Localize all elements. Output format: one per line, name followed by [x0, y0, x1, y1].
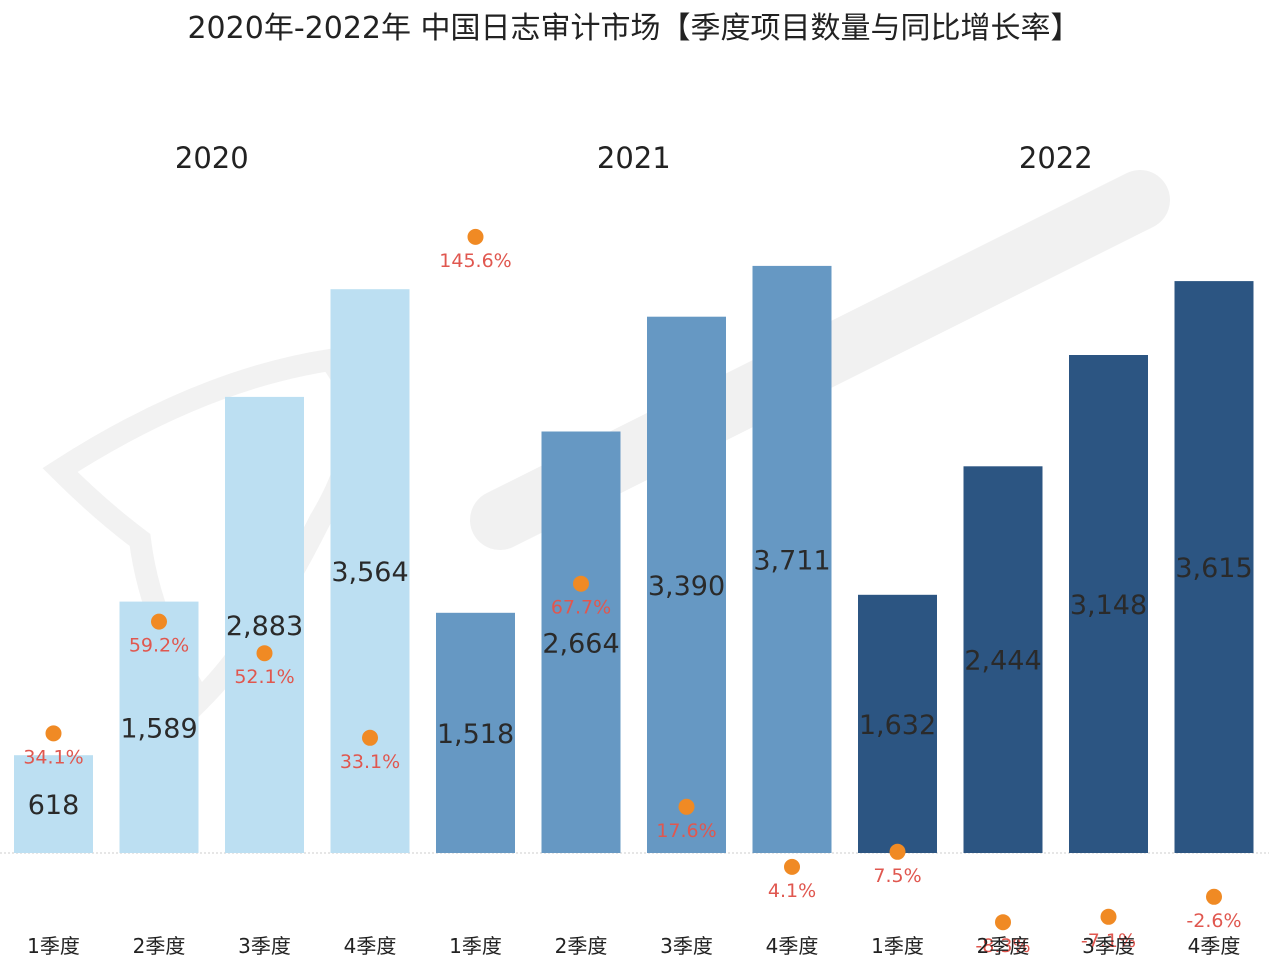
growth-label-1: 34.1%	[23, 746, 83, 768]
growth-point-3	[256, 645, 273, 662]
growth-point-10	[995, 914, 1011, 931]
bar-value-label-9: 1,632	[859, 710, 936, 741]
bar-9	[858, 594, 937, 853]
x-tick-label-5: 1季度	[449, 934, 502, 958]
x-tick-label-12: 4季度	[1188, 934, 1241, 958]
growth-label-4: 33.1%	[340, 751, 400, 773]
bar-value-label-11: 3,148	[1070, 590, 1147, 621]
growth-point-7	[678, 798, 695, 815]
year-group-label-2022: 2022	[1019, 141, 1093, 175]
growth-point-12	[1206, 888, 1222, 905]
growth-label-5: 145.6%	[439, 250, 511, 272]
growth-label-7: 17.6%	[656, 820, 716, 842]
x-tick-label-6: 2季度	[555, 934, 608, 958]
bar-8	[752, 265, 832, 853]
x-tick-label-1: 1季度	[27, 934, 80, 958]
x-tick-label-10: 2季度	[977, 934, 1030, 958]
growth-label-9: 7.5%	[873, 865, 921, 887]
bar-value-label-8: 3,711	[753, 546, 830, 577]
x-tick-label-8: 4季度	[766, 934, 819, 958]
growth-point-5	[467, 228, 484, 245]
x-tick-label-4: 4季度	[344, 934, 397, 958]
bar-value-label-10: 2,444	[964, 646, 1041, 677]
bar-11	[1069, 355, 1148, 853]
year-group-label-2021: 2021	[597, 141, 671, 175]
bar-12	[1174, 281, 1254, 854]
bar-1	[14, 755, 93, 853]
bar-2	[119, 601, 199, 853]
chart-title: 2020年-2022年 中国日志审计市场【季度项目数量与同比增长率】	[187, 11, 1080, 46]
bar-value-label-1: 618	[28, 790, 80, 821]
bar-5	[436, 612, 515, 853]
growth-point-9	[889, 843, 906, 860]
x-tick-label-11: 3季度	[1082, 934, 1135, 958]
growth-label-10: -8.3%	[975, 935, 1030, 957]
bar-6	[541, 431, 621, 853]
growth-label-12: -2.6%	[1186, 910, 1241, 932]
bar-value-label-7: 3,390	[648, 571, 725, 602]
growth-point-1	[45, 725, 62, 742]
bar-10	[963, 466, 1043, 853]
x-tick-label-7: 3季度	[660, 934, 713, 958]
x-tick-label-3: 3季度	[238, 934, 291, 958]
bar-value-label-12: 3,615	[1175, 553, 1252, 584]
bar-3	[225, 396, 304, 853]
growth-label-2: 59.2%	[129, 635, 189, 657]
bar-value-label-3: 2,883	[226, 611, 303, 642]
bar-value-label-5: 1,518	[437, 719, 514, 750]
year-group-label-2020: 2020	[175, 141, 249, 175]
growth-point-11	[1100, 908, 1117, 925]
bar-value-label-2: 1,589	[120, 713, 197, 744]
growth-label-8: 4.1%	[768, 880, 816, 902]
bar-7	[647, 316, 726, 853]
growth-point-8	[784, 858, 800, 875]
growth-point-4	[362, 729, 378, 746]
x-tick-label-9: 1季度	[871, 934, 924, 958]
bar-value-label-6: 2,664	[542, 628, 619, 659]
bar-value-label-4: 3,564	[331, 557, 408, 588]
bar-4	[330, 289, 410, 853]
growth-label-6: 67.7%	[551, 597, 611, 619]
x-tick-label-2: 2季度	[133, 934, 186, 958]
growth-label-3: 52.1%	[234, 666, 294, 688]
growth-label-11: -7.1%	[1081, 930, 1136, 952]
growth-point-2	[151, 613, 167, 630]
growth-point-6	[573, 575, 589, 592]
